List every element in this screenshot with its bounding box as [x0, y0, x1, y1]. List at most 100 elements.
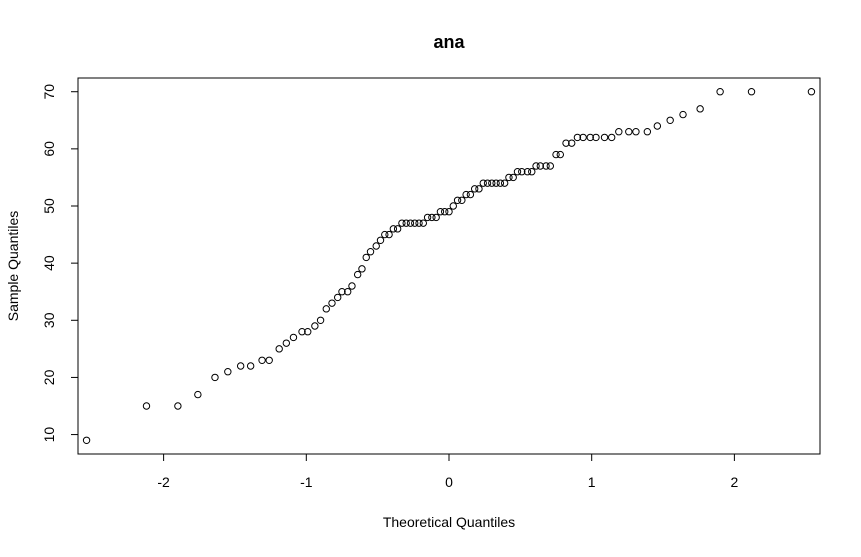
data-point: [353, 270, 362, 279]
data-point: [436, 208, 445, 216]
data-point: [532, 162, 540, 170]
data-point: [449, 202, 457, 210]
y-tick-label: 60: [41, 141, 57, 157]
data-point: [224, 368, 232, 376]
data-point: [362, 253, 370, 262]
data-point: [411, 219, 419, 227]
y-tick-label: 70: [41, 84, 57, 100]
data-point: [415, 219, 423, 227]
data-point: [653, 122, 662, 130]
y-tick-label: 10: [41, 427, 57, 443]
data-point: [348, 282, 356, 290]
data-point: [562, 139, 570, 147]
data-point: [496, 179, 505, 187]
data-point: [458, 196, 466, 204]
x-tick-label: 0: [445, 474, 453, 490]
data-point: [338, 288, 346, 296]
data-point: [509, 173, 517, 182]
data-point: [466, 190, 475, 199]
data-point: [389, 225, 398, 233]
data-point: [343, 288, 352, 296]
data-point: [536, 162, 545, 170]
data-point: [246, 362, 255, 370]
data-point: [462, 190, 470, 199]
data-point: [607, 133, 616, 142]
data-point: [236, 362, 245, 370]
data-point: [282, 339, 291, 347]
data-point: [505, 173, 513, 182]
data-point: [393, 225, 402, 233]
y-tick-label: 50: [41, 198, 57, 214]
data-point: [322, 305, 330, 313]
data-point: [747, 88, 756, 96]
x-axis-label: Theoretical Quantiles: [383, 514, 515, 530]
data-point: [211, 373, 219, 382]
data-point: [423, 213, 432, 222]
data-point: [298, 328, 306, 336]
data-point: [546, 162, 555, 170]
data-point: [483, 179, 492, 187]
data-point: [82, 436, 91, 444]
y-tick-label: 30: [41, 312, 57, 328]
plot-frame: [77, 77, 821, 455]
data-point: [376, 236, 385, 244]
data-point: [716, 88, 724, 96]
data-point: [488, 179, 496, 187]
data-point: [453, 196, 462, 204]
x-tick-label: 1: [588, 474, 596, 490]
data-points: [82, 88, 816, 444]
data-point: [194, 390, 202, 399]
data-point: [528, 168, 536, 176]
data-point: [304, 328, 312, 336]
data-point: [518, 168, 526, 176]
data-point: [625, 128, 633, 136]
data-point: [632, 128, 640, 136]
data-point: [586, 133, 594, 142]
data-point: [556, 150, 564, 159]
data-point: [142, 402, 151, 410]
data-point: [470, 185, 479, 193]
data-point: [592, 133, 600, 142]
data-point: [542, 162, 550, 170]
data-point: [174, 402, 182, 410]
data-point: [385, 230, 393, 239]
data-point: [666, 116, 674, 124]
data-point: [513, 168, 522, 176]
y-tick-label: 20: [41, 369, 57, 385]
data-point: [419, 219, 428, 227]
data-point: [258, 356, 266, 364]
y-axis: 10 20 30 40 50 60 70: [41, 84, 79, 443]
data-point: [432, 213, 440, 222]
data-point: [316, 316, 325, 324]
data-point: [334, 293, 342, 302]
data-point: [406, 219, 415, 227]
data-point: [398, 219, 406, 227]
x-tick-label: -1: [300, 474, 313, 490]
data-point: [552, 150, 560, 159]
data-point: [289, 333, 298, 342]
data-point: [600, 133, 609, 142]
data-point: [366, 248, 375, 256]
data-point: [358, 265, 366, 273]
data-point: [265, 356, 273, 364]
data-point: [696, 105, 704, 113]
data-point: [441, 208, 449, 216]
data-point: [568, 139, 576, 147]
y-axis-label: Sample Quantiles: [5, 211, 21, 322]
data-point: [381, 230, 389, 239]
data-point: [311, 322, 319, 330]
x-tick-label: -2: [157, 474, 170, 490]
chart-title: ana: [433, 32, 465, 52]
data-point: [428, 213, 436, 222]
data-point: [372, 242, 380, 250]
data-point: [643, 128, 652, 136]
data-point: [500, 179, 509, 187]
x-axis: -2 -1 0 1 2: [157, 453, 738, 490]
data-point: [579, 133, 587, 142]
y-tick-label: 40: [41, 255, 57, 271]
data-point: [807, 88, 816, 96]
x-tick-label: 2: [730, 474, 738, 490]
data-point: [328, 299, 336, 307]
data-point: [445, 208, 453, 216]
data-point: [479, 179, 487, 187]
